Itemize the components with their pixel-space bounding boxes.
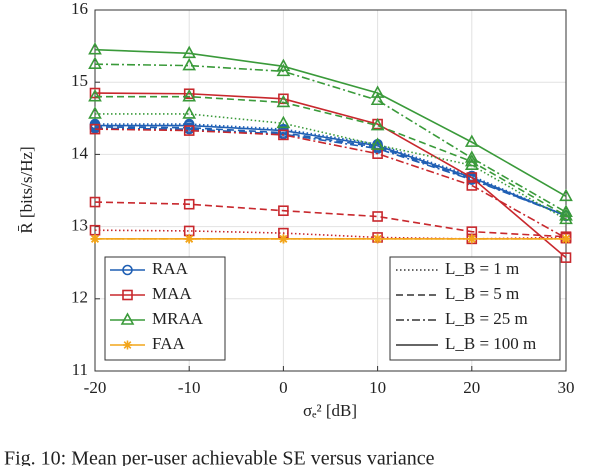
y-tick-label: 11 xyxy=(72,360,88,379)
series-line xyxy=(95,123,567,217)
x-tick-label: 0 xyxy=(279,378,288,397)
marker xyxy=(89,196,101,208)
marker xyxy=(370,117,385,131)
marker xyxy=(466,180,478,191)
marker xyxy=(88,106,102,119)
marker xyxy=(89,123,101,135)
legend-label: L_B = 100 m xyxy=(445,334,536,353)
marker xyxy=(559,208,573,221)
marker xyxy=(372,211,383,222)
series-line xyxy=(95,124,567,217)
marker xyxy=(464,157,479,171)
marker xyxy=(370,85,385,98)
x-tick-label: 30 xyxy=(558,378,575,397)
marker xyxy=(276,58,291,72)
y-tick-label: 15 xyxy=(71,71,88,90)
y-tick-label: 13 xyxy=(71,216,88,235)
marker xyxy=(88,88,102,102)
series-line xyxy=(94,92,567,259)
series-line xyxy=(94,128,567,239)
marker xyxy=(182,45,197,59)
marker xyxy=(373,234,383,244)
marker xyxy=(122,264,133,276)
x-tick-label: 10 xyxy=(369,378,386,397)
marker xyxy=(278,205,289,217)
marker xyxy=(278,129,289,141)
x-tick-label: -10 xyxy=(178,378,201,397)
series-line xyxy=(94,127,567,217)
marker xyxy=(559,188,573,202)
series-line xyxy=(94,201,567,238)
marker xyxy=(560,252,572,263)
marker xyxy=(278,93,289,105)
marker xyxy=(467,234,477,244)
caption: Fig. 10: Mean per-user achievable SE ver… xyxy=(4,448,435,466)
legend-label: L_B = 25 m xyxy=(445,309,528,328)
marker xyxy=(370,92,385,106)
x-tick-label: 20 xyxy=(463,378,480,397)
series-line xyxy=(95,95,567,217)
series-line xyxy=(95,113,567,221)
marker xyxy=(278,234,288,244)
marker xyxy=(559,204,573,217)
series-line xyxy=(94,48,567,197)
marker xyxy=(183,198,195,210)
series-line xyxy=(94,126,567,217)
legend-label: L_B = 5 m xyxy=(445,284,519,303)
legend-label: MRAA xyxy=(152,309,204,328)
marker xyxy=(182,57,197,71)
marker xyxy=(184,234,194,244)
marker xyxy=(466,172,478,183)
marker xyxy=(559,211,573,225)
marker xyxy=(276,94,291,108)
marker xyxy=(89,87,101,99)
marker xyxy=(561,234,571,244)
marker xyxy=(182,106,197,119)
legend-label: MAA xyxy=(152,284,192,303)
y-tick-label: 12 xyxy=(71,288,88,307)
x-tick-label: -20 xyxy=(84,378,107,397)
marker xyxy=(183,125,195,136)
legend-label: RAA xyxy=(152,259,189,278)
marker xyxy=(90,234,100,244)
marker xyxy=(123,340,132,350)
marker xyxy=(464,150,479,163)
y-tick-label: 14 xyxy=(71,143,89,162)
marker xyxy=(122,289,133,301)
marker xyxy=(464,153,479,167)
marker xyxy=(120,312,135,325)
legend-label: FAA xyxy=(152,334,185,353)
x-axis-label: σₑ² [dB] xyxy=(303,401,357,420)
y-tick-label: 16 xyxy=(71,0,88,18)
marker xyxy=(88,42,102,55)
marker xyxy=(276,115,291,129)
marker xyxy=(182,88,197,102)
marker xyxy=(88,56,102,69)
legend-label: L_B = 1 m xyxy=(445,259,519,278)
marker xyxy=(464,134,479,147)
y-axis-label: R̄ [bits/s/Hz] xyxy=(17,146,36,233)
marker xyxy=(370,137,385,150)
legend-box xyxy=(389,256,561,361)
